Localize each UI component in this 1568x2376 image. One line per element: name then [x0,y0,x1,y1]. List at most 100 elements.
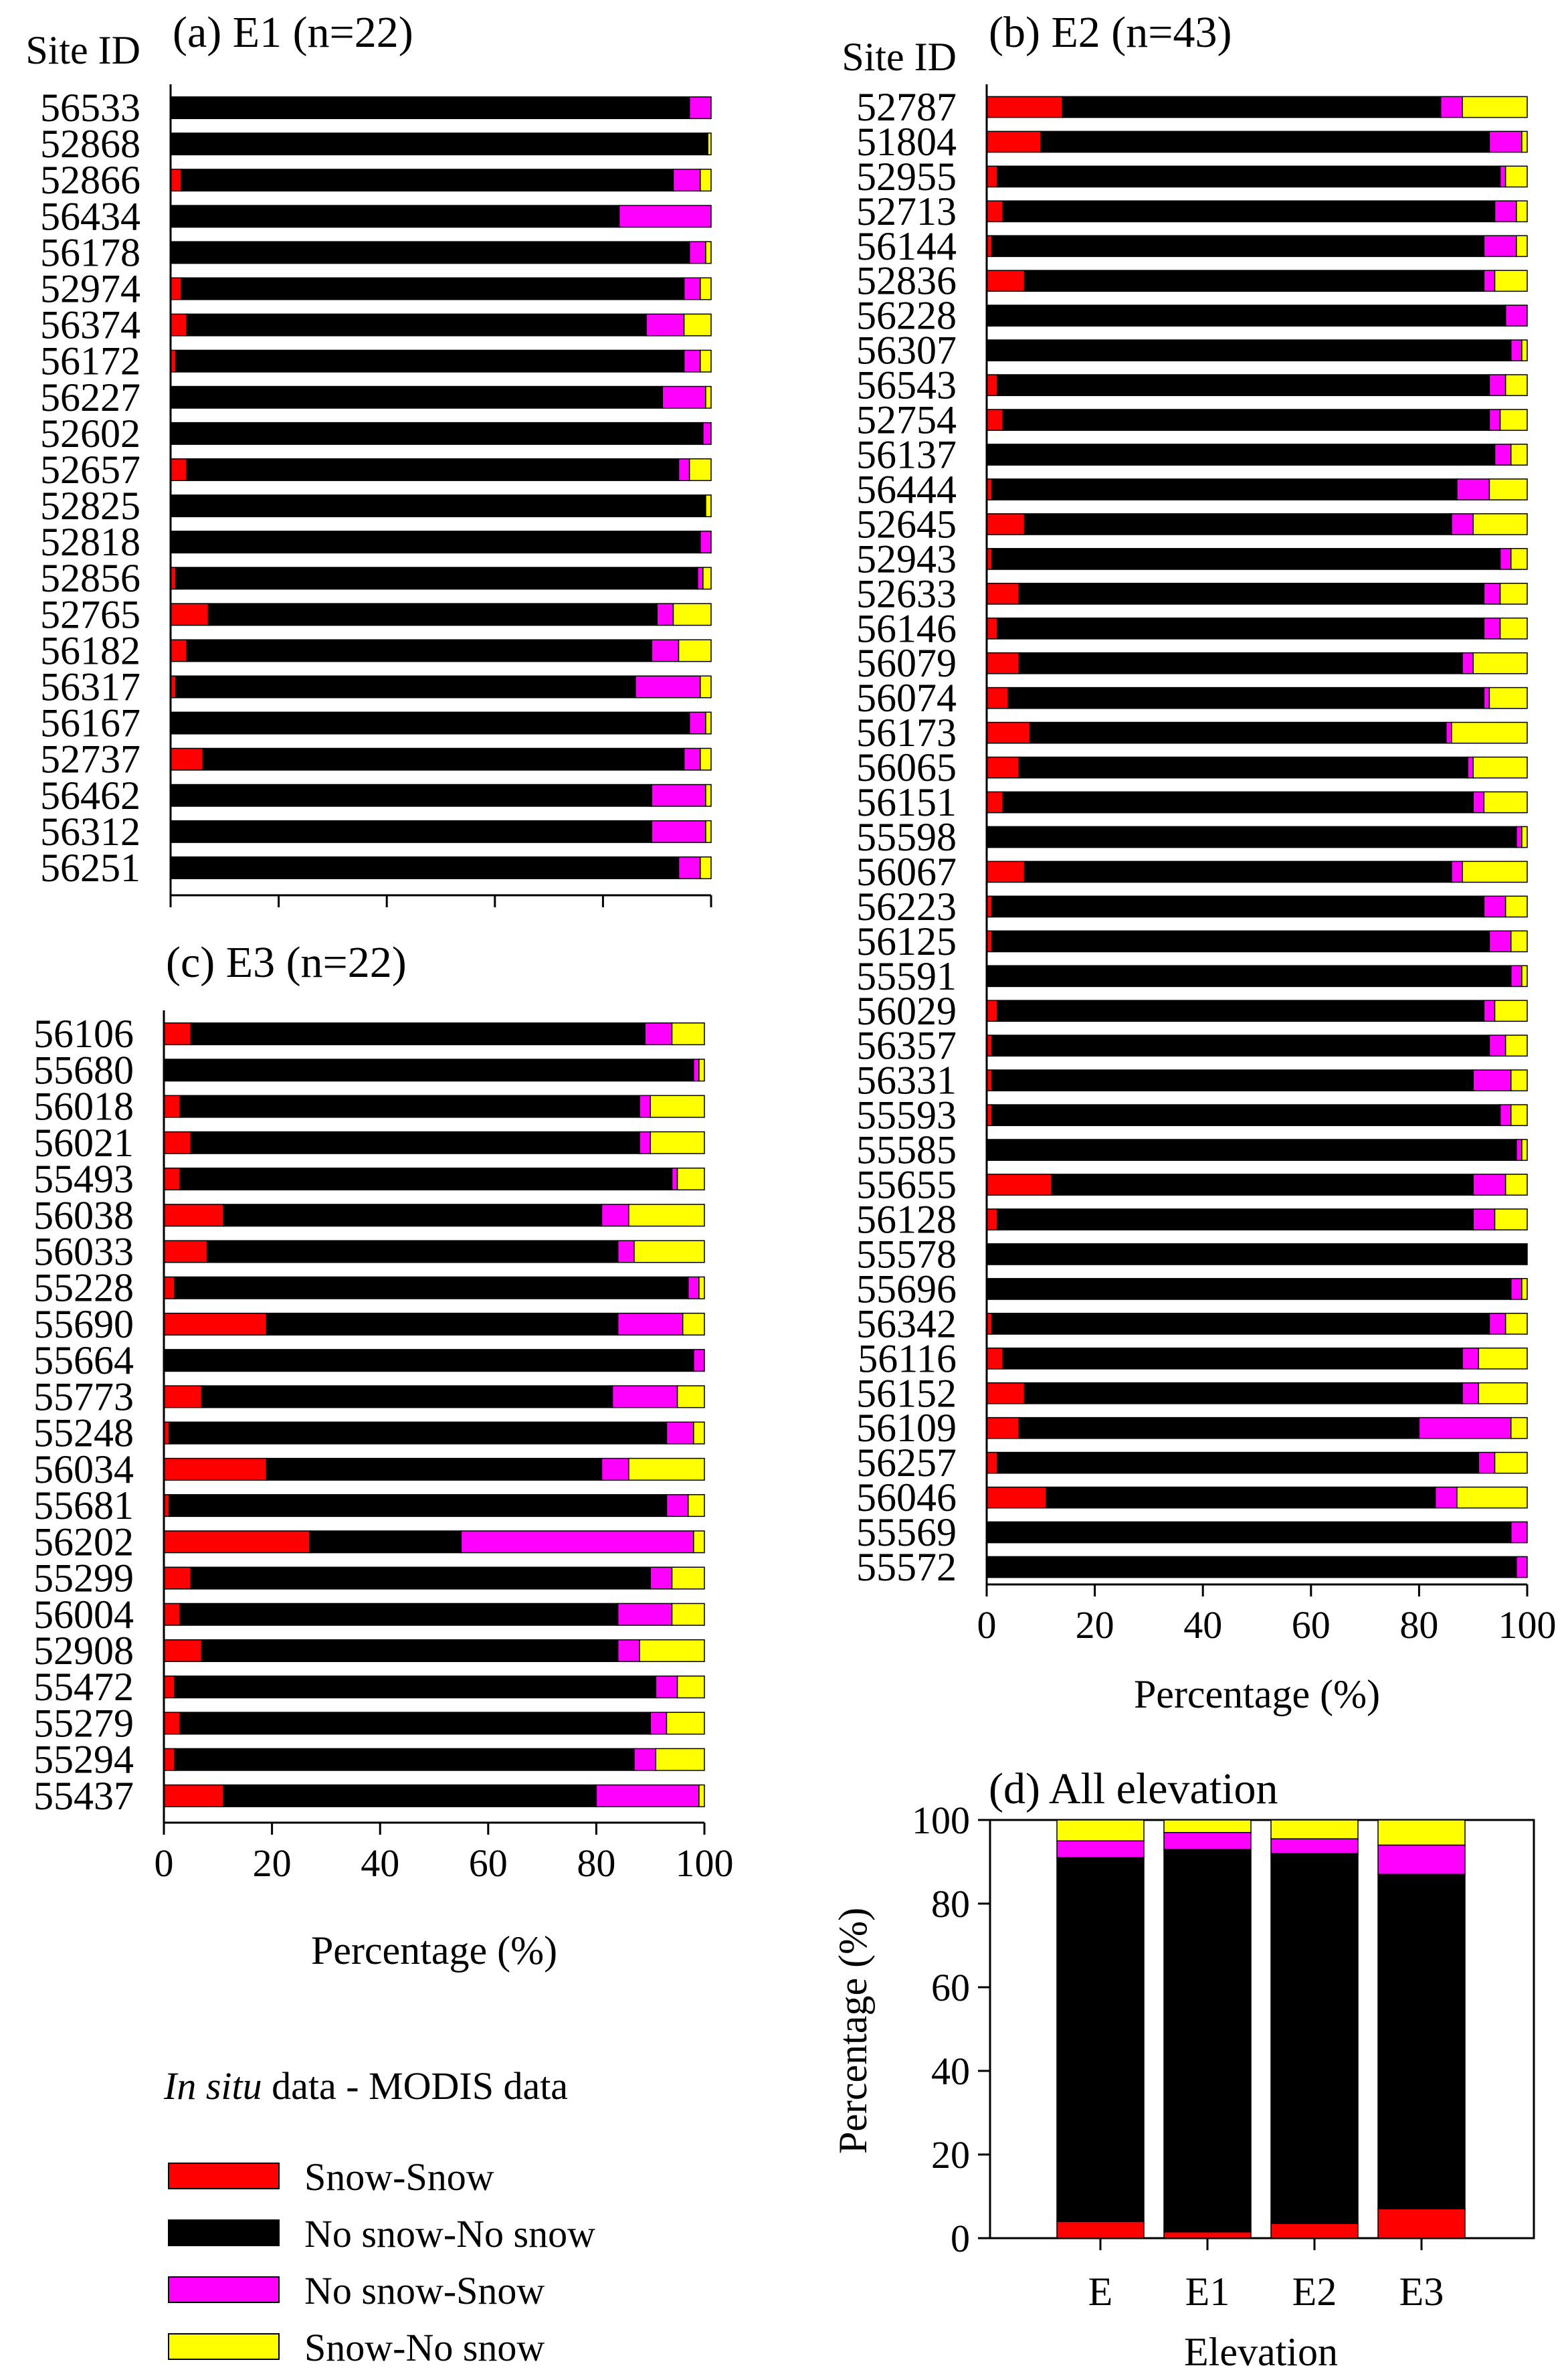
x-tick-label: 100 [676,1841,734,1885]
bar-segment [163,1204,224,1227]
site-id-label: 52633 [856,571,957,616]
site-id-label: 52868 [40,122,140,166]
bar-segment [700,169,712,192]
bar-segment [986,1417,1020,1439]
bar-segment [1456,478,1490,500]
bar-segment [688,1276,700,1299]
site-id-label: 56543 [856,363,957,407]
bar-segment [1018,756,1468,779]
bar-segment [700,531,712,554]
bar-segment [617,1240,635,1263]
site-id-label: 52602 [40,412,140,456]
bar-segment [1462,1382,1480,1404]
bar-segment [986,513,1025,535]
bar-segment [170,494,706,518]
bar-segment [1040,130,1490,153]
bar-segment [666,1712,705,1735]
bar-segment [1488,409,1501,431]
bar-segment [601,1457,629,1481]
bar-segment [991,548,1501,570]
bar-segment [986,1174,1052,1196]
bar-segment [1418,1417,1512,1439]
bar-segment [666,1421,694,1445]
bar-segment [163,1385,203,1408]
site-id-label: 55591 [856,954,957,998]
y-axis-label: Percentage (%) [831,1908,875,2154]
bar-segment [705,241,712,264]
bar-segment [1018,652,1463,674]
x-tick-label: E1 [1185,2270,1230,2314]
bar-segment [1467,756,1474,779]
bar-segment [1163,1819,1252,1833]
bar-segment [601,1204,629,1227]
site-id-label: 56018 [33,1085,134,1129]
site-id-label: 56374 [40,303,140,347]
bar-segment [1018,582,1485,605]
bar-segment [175,567,698,590]
bar-segment [1494,444,1512,466]
x-tick-label: E2 [1292,2270,1337,2314]
bar-segment [991,895,1485,918]
bar-segment [693,1530,705,1554]
bar-segment [1002,1347,1463,1370]
bar-segment [986,96,1063,118]
bar-segment [986,687,1009,709]
legend-swatch [168,2333,280,2360]
bar-segment [991,930,1490,953]
bar-segment [1472,791,1485,814]
x-axis-label: Elevation [1184,2330,1338,2374]
y-tick-label: 40 [931,2049,970,2093]
x-tick-label: 60 [1292,1603,1331,1647]
site-id-label: 52787 [856,85,957,129]
bar-segment [1521,1139,1528,1161]
bar-segment [986,165,998,188]
site-id-label: 55569 [856,1510,957,1554]
site-id-label: 56257 [856,1441,957,1485]
x-tick-label: E [1088,2270,1113,2314]
bar-segment [1521,965,1528,988]
bar-segment [1472,1174,1506,1196]
bar-segment [628,1204,705,1227]
site-id-label: 52908 [33,1629,134,1673]
bar-segment [617,1603,673,1626]
bar-segment [169,1494,668,1518]
site-id-label: 56151 [856,780,957,824]
bar-segment [1007,687,1485,709]
bar-segment [1499,1104,1512,1126]
site-id-label: 55472 [33,1665,134,1709]
bar-segment [163,1530,310,1554]
bar-segment [1483,895,1506,918]
site-id-label: 56125 [856,919,957,964]
bar-segment [997,165,1501,188]
bar-segment [639,1131,651,1154]
bar-segment [170,747,204,771]
site-id-label: 55279 [33,1701,134,1745]
site-id-label: 56357 [856,1024,957,1068]
site-id-label: 56079 [856,641,957,685]
bar-segment [986,1347,1003,1370]
site-id-label: 52818 [40,520,140,564]
bar-segment [1521,339,1528,361]
site-id-label: 56202 [33,1520,134,1564]
bar-segment [700,856,712,879]
site-id-label: 56029 [856,989,957,1033]
bar-segment [170,422,704,445]
bar-segment [1462,1347,1480,1370]
bar-segment [991,1104,1501,1126]
bar-segment [163,1566,192,1590]
bar-segment [1270,1838,1359,1854]
bar-segment [688,241,706,264]
bar-segment [186,639,652,662]
bar-segment [1516,200,1528,223]
site-id-label: 52974 [40,267,140,311]
y-axis-label: Site ID [25,28,140,72]
legend-swatch [168,2219,280,2246]
bar-segment [1002,200,1496,223]
site-id-label: 56116 [858,1336,957,1380]
bar-segment [671,1022,705,1046]
bar-segment [651,784,706,807]
bar-segment [633,1748,657,1771]
bar-segment [1163,1832,1252,1850]
bar-segment [705,385,712,409]
site-id-label: 56462 [40,773,140,818]
